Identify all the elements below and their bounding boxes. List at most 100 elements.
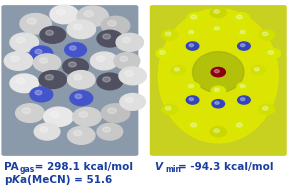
Circle shape bbox=[254, 68, 259, 71]
Circle shape bbox=[74, 130, 82, 136]
Circle shape bbox=[39, 58, 48, 63]
Circle shape bbox=[50, 112, 59, 117]
FancyBboxPatch shape bbox=[150, 5, 287, 156]
Circle shape bbox=[108, 108, 116, 114]
Circle shape bbox=[240, 84, 245, 88]
Text: = -94.3 kcal/mol: = -94.3 kcal/mol bbox=[178, 162, 273, 172]
Circle shape bbox=[56, 9, 65, 15]
Circle shape bbox=[240, 44, 245, 47]
Ellipse shape bbox=[158, 9, 278, 143]
Circle shape bbox=[96, 56, 105, 61]
Circle shape bbox=[10, 33, 38, 52]
Circle shape bbox=[162, 30, 178, 40]
Circle shape bbox=[46, 30, 53, 35]
Circle shape bbox=[84, 11, 94, 17]
Circle shape bbox=[122, 37, 131, 43]
Circle shape bbox=[237, 28, 251, 38]
Circle shape bbox=[67, 71, 95, 88]
Circle shape bbox=[211, 67, 225, 77]
Circle shape bbox=[101, 104, 130, 122]
Circle shape bbox=[70, 46, 76, 50]
Circle shape bbox=[212, 100, 225, 108]
Circle shape bbox=[251, 66, 265, 75]
Circle shape bbox=[11, 56, 19, 61]
Circle shape bbox=[74, 75, 82, 80]
Circle shape bbox=[20, 13, 51, 34]
Circle shape bbox=[16, 104, 44, 122]
Circle shape bbox=[125, 71, 133, 76]
Circle shape bbox=[189, 98, 194, 101]
Circle shape bbox=[39, 71, 66, 88]
Ellipse shape bbox=[193, 52, 244, 93]
FancyBboxPatch shape bbox=[1, 5, 138, 156]
Circle shape bbox=[63, 58, 89, 75]
Circle shape bbox=[126, 97, 133, 102]
Circle shape bbox=[156, 48, 172, 59]
Circle shape bbox=[40, 26, 66, 43]
Circle shape bbox=[70, 91, 93, 106]
Circle shape bbox=[10, 74, 38, 93]
Circle shape bbox=[30, 46, 53, 61]
Circle shape bbox=[103, 34, 110, 39]
Circle shape bbox=[120, 56, 128, 61]
Circle shape bbox=[120, 94, 146, 110]
Text: = 298.1 kcal/mol: = 298.1 kcal/mol bbox=[31, 162, 133, 172]
Text: PA: PA bbox=[4, 162, 19, 172]
Circle shape bbox=[259, 30, 275, 40]
Circle shape bbox=[165, 32, 171, 36]
Circle shape bbox=[215, 101, 219, 104]
Circle shape bbox=[16, 37, 25, 43]
Circle shape bbox=[214, 70, 219, 73]
Circle shape bbox=[189, 30, 194, 34]
Circle shape bbox=[259, 104, 275, 115]
Circle shape bbox=[185, 28, 200, 38]
Circle shape bbox=[30, 87, 53, 102]
Circle shape bbox=[233, 121, 250, 132]
Circle shape bbox=[237, 82, 251, 92]
Circle shape bbox=[233, 12, 250, 24]
Circle shape bbox=[4, 52, 33, 70]
Circle shape bbox=[171, 66, 185, 75]
Circle shape bbox=[187, 121, 204, 132]
Circle shape bbox=[262, 106, 268, 110]
Circle shape bbox=[238, 96, 250, 104]
Circle shape bbox=[214, 10, 219, 13]
Circle shape bbox=[268, 51, 274, 54]
Circle shape bbox=[108, 20, 116, 26]
Circle shape bbox=[210, 7, 226, 18]
Circle shape bbox=[45, 75, 54, 80]
Circle shape bbox=[40, 127, 48, 132]
Circle shape bbox=[238, 42, 250, 50]
Circle shape bbox=[44, 107, 73, 126]
Text: a(MeCN) = 51.6: a(MeCN) = 51.6 bbox=[20, 175, 112, 185]
Circle shape bbox=[211, 25, 225, 34]
Circle shape bbox=[67, 126, 95, 144]
Circle shape bbox=[22, 108, 31, 114]
Circle shape bbox=[185, 82, 200, 92]
Circle shape bbox=[68, 62, 76, 67]
Circle shape bbox=[162, 104, 178, 115]
Circle shape bbox=[262, 32, 268, 36]
Circle shape bbox=[191, 123, 197, 127]
Circle shape bbox=[237, 123, 242, 127]
Circle shape bbox=[90, 52, 118, 70]
Circle shape bbox=[240, 30, 245, 34]
Circle shape bbox=[174, 68, 179, 71]
Text: min: min bbox=[165, 165, 181, 174]
Circle shape bbox=[97, 30, 123, 47]
Text: p: p bbox=[4, 175, 12, 185]
Text: gas: gas bbox=[20, 165, 35, 174]
Circle shape bbox=[16, 78, 25, 84]
Text: V: V bbox=[154, 162, 162, 172]
Circle shape bbox=[75, 94, 82, 98]
Circle shape bbox=[160, 51, 165, 54]
Circle shape bbox=[210, 126, 226, 137]
Circle shape bbox=[50, 5, 78, 24]
Circle shape bbox=[97, 73, 123, 90]
Circle shape bbox=[73, 108, 101, 126]
Circle shape bbox=[79, 112, 88, 117]
Circle shape bbox=[34, 123, 60, 140]
Circle shape bbox=[189, 44, 194, 47]
Circle shape bbox=[35, 90, 42, 95]
Text: K: K bbox=[12, 175, 20, 185]
